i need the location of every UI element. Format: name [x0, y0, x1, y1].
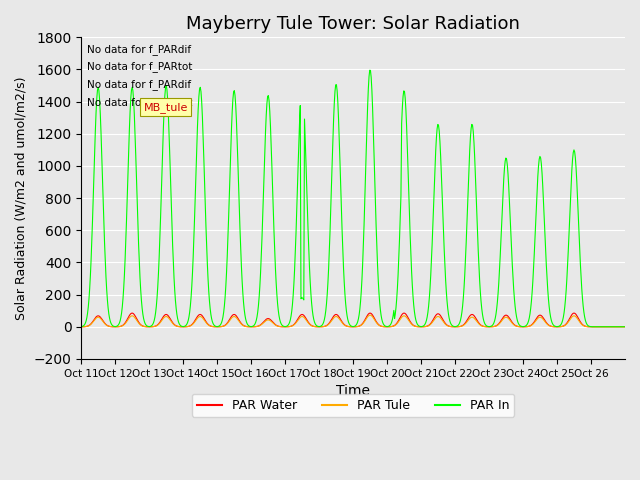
Line: PAR Water: PAR Water	[81, 313, 625, 327]
Text: No data for f_PARdif: No data for f_PARdif	[86, 79, 191, 90]
PAR Water	[129, 310, 136, 316]
PAR In	[289, 301, 296, 307]
PAR Tule	[410, 323, 417, 329]
X-axis label: Time: Time	[336, 384, 370, 398]
PAR In	[77, 324, 85, 329]
PAR Tule	[268, 319, 276, 325]
PAR In	[588, 324, 595, 330]
PAR Tule	[77, 324, 85, 330]
PAR Tule	[141, 324, 149, 329]
PAR In	[241, 312, 249, 318]
PAR Water	[588, 324, 595, 330]
PAR In	[141, 320, 149, 326]
PAR Water	[242, 324, 250, 329]
Text: No data for f_PARdif: No data for f_PARdif	[86, 44, 191, 55]
Text: No data for f_PARtot: No data for f_PARtot	[86, 97, 192, 108]
PAR Water	[142, 324, 150, 330]
Y-axis label: Solar Radiation (W/m2 and umol/m2/s): Solar Radiation (W/m2 and umol/m2/s)	[15, 76, 28, 320]
PAR In	[621, 324, 629, 330]
PAR Tule	[621, 324, 629, 330]
Text: MB_tule: MB_tule	[144, 102, 188, 112]
PAR Water	[440, 319, 448, 324]
Legend: PAR Water, PAR Tule, PAR In: PAR Water, PAR Tule, PAR In	[192, 394, 515, 417]
PAR In	[268, 164, 276, 169]
PAR In	[366, 67, 374, 73]
PAR In	[440, 247, 448, 252]
PAR Tule	[440, 320, 448, 326]
Line: PAR In: PAR In	[81, 70, 625, 327]
Line: PAR Tule: PAR Tule	[81, 315, 625, 327]
Text: No data for f_PARtot: No data for f_PARtot	[86, 61, 192, 72]
PAR Water	[621, 324, 629, 330]
PAR Water	[289, 322, 297, 328]
PAR Water	[410, 323, 417, 328]
PAR In	[410, 302, 417, 308]
PAR Water	[77, 324, 85, 330]
PAR Tule	[588, 324, 595, 330]
PAR Tule	[289, 323, 296, 329]
PAR Tule	[366, 312, 374, 318]
Title: Mayberry Tule Tower: Solar Radiation: Mayberry Tule Tower: Solar Radiation	[186, 15, 520, 33]
PAR Water	[269, 319, 276, 325]
PAR Tule	[241, 324, 249, 329]
